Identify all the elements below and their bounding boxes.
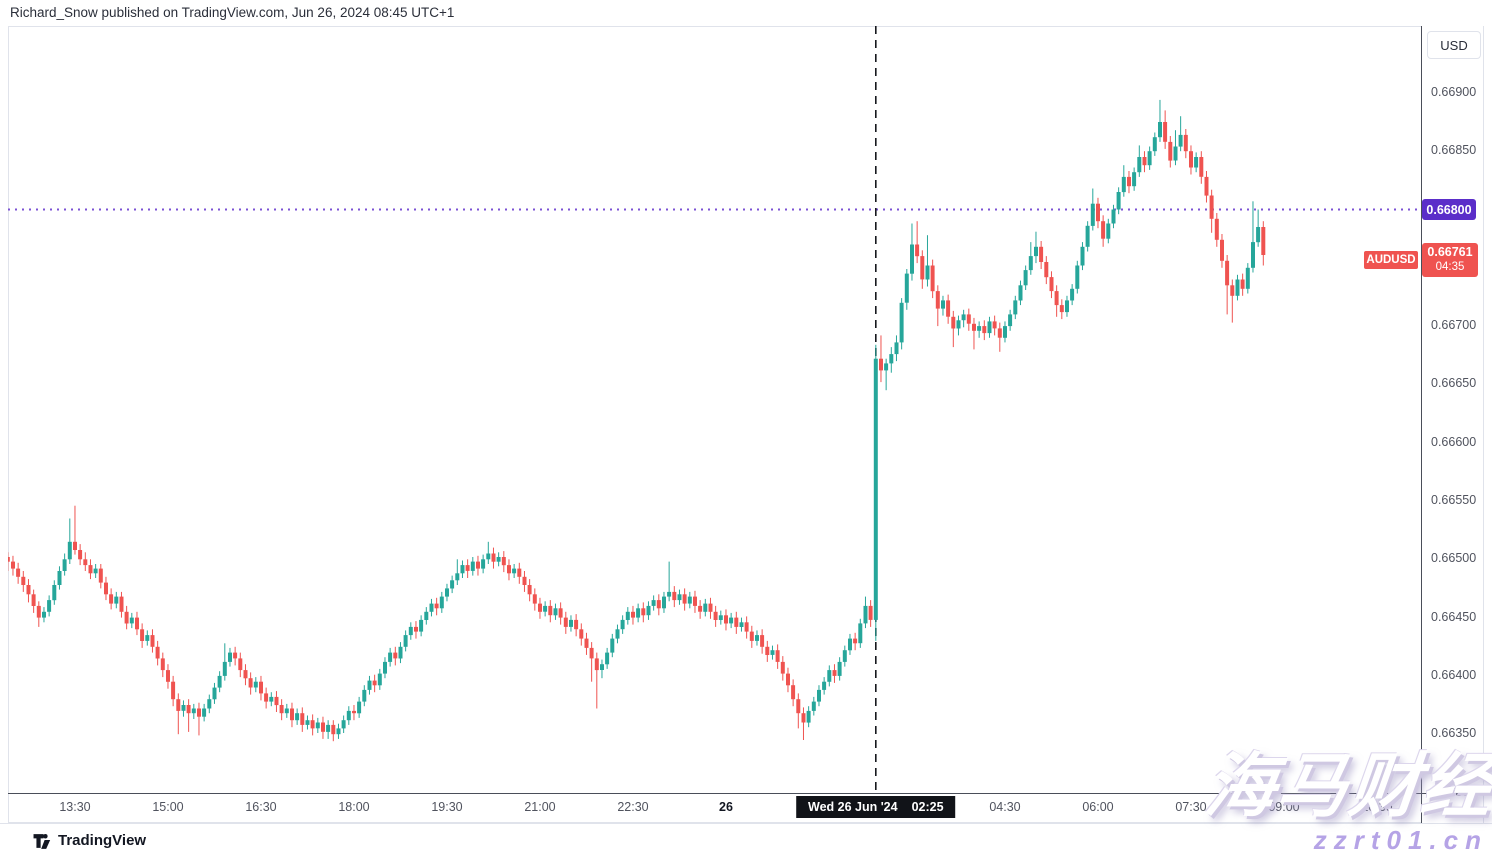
last-price-badge: 0.66761 04:35 xyxy=(1422,242,1478,277)
price-axis-label: 0.66500 xyxy=(1431,551,1477,566)
symbol-tag: AUDUSD xyxy=(1364,250,1418,269)
brand-name: TradingView xyxy=(58,832,147,849)
time-axis-label: 15:00 xyxy=(152,800,184,814)
candlestick-chart[interactable] xyxy=(8,26,1421,793)
time-axis-label: 09:00 xyxy=(1268,800,1300,814)
price-line-badge: 0.66800 xyxy=(1422,199,1476,220)
last-price-value: 0.66761 xyxy=(1427,244,1473,259)
currency-button[interactable]: USD xyxy=(1427,31,1481,59)
price-axis-label: 0.66700 xyxy=(1431,318,1477,333)
time-axis-label: 22:30 xyxy=(617,800,649,814)
price-axis-label: 0.66550 xyxy=(1431,493,1477,507)
price-axis-label: 0.66350 xyxy=(1431,726,1477,741)
watermark-cjk: 海马财经 xyxy=(1201,747,1492,825)
time-axis-label: 07:30 xyxy=(1175,800,1207,814)
chart-frame xyxy=(8,26,1484,823)
marker-time: 02:25 xyxy=(911,800,944,814)
time-axis-label: 21:00 xyxy=(524,800,556,814)
candle-countdown: 04:35 xyxy=(1435,260,1465,273)
price-axis-label: 0.66400 xyxy=(1431,667,1477,682)
time-axis-label: 19:30 xyxy=(431,800,463,814)
price-axis-label: 0.66600 xyxy=(1431,434,1477,449)
time-axis-label: 10:30 xyxy=(1361,800,1393,814)
price-axis-label: 0.66450 xyxy=(1431,609,1477,624)
price-axis-label: 0.66300 xyxy=(1431,784,1477,799)
time-axis-label: 26 xyxy=(719,800,733,814)
price-axis-label: 0.66850 xyxy=(1431,143,1477,158)
time-axis-label: 06:00 xyxy=(1082,800,1114,814)
time-axis-border xyxy=(8,793,1484,794)
tradingview-brand-link[interactable]: TradingView xyxy=(33,832,146,849)
watermark-url: zzrt01.cn xyxy=(1313,825,1488,855)
footer-bar: TradingView xyxy=(0,823,1492,857)
attribution-text: Richard_Snow published on TradingView.co… xyxy=(10,5,455,20)
time-axis-label: 16:30 xyxy=(245,800,277,814)
time-axis-label: 18:00 xyxy=(338,800,370,814)
price-axis-label: 0.66650 xyxy=(1431,376,1477,391)
time-axis-label: 13:30 xyxy=(59,800,91,814)
price-axis[interactable] xyxy=(1421,26,1483,823)
tradingview-logo-icon xyxy=(33,833,51,849)
marker-date: Wed 26 Jun '24 xyxy=(808,800,898,814)
price-axis-label: 0.66900 xyxy=(1431,84,1477,99)
time-marker-badge: Wed 26 Jun '24 02:25 xyxy=(796,796,956,818)
time-axis-label: 04:30 xyxy=(989,800,1021,814)
